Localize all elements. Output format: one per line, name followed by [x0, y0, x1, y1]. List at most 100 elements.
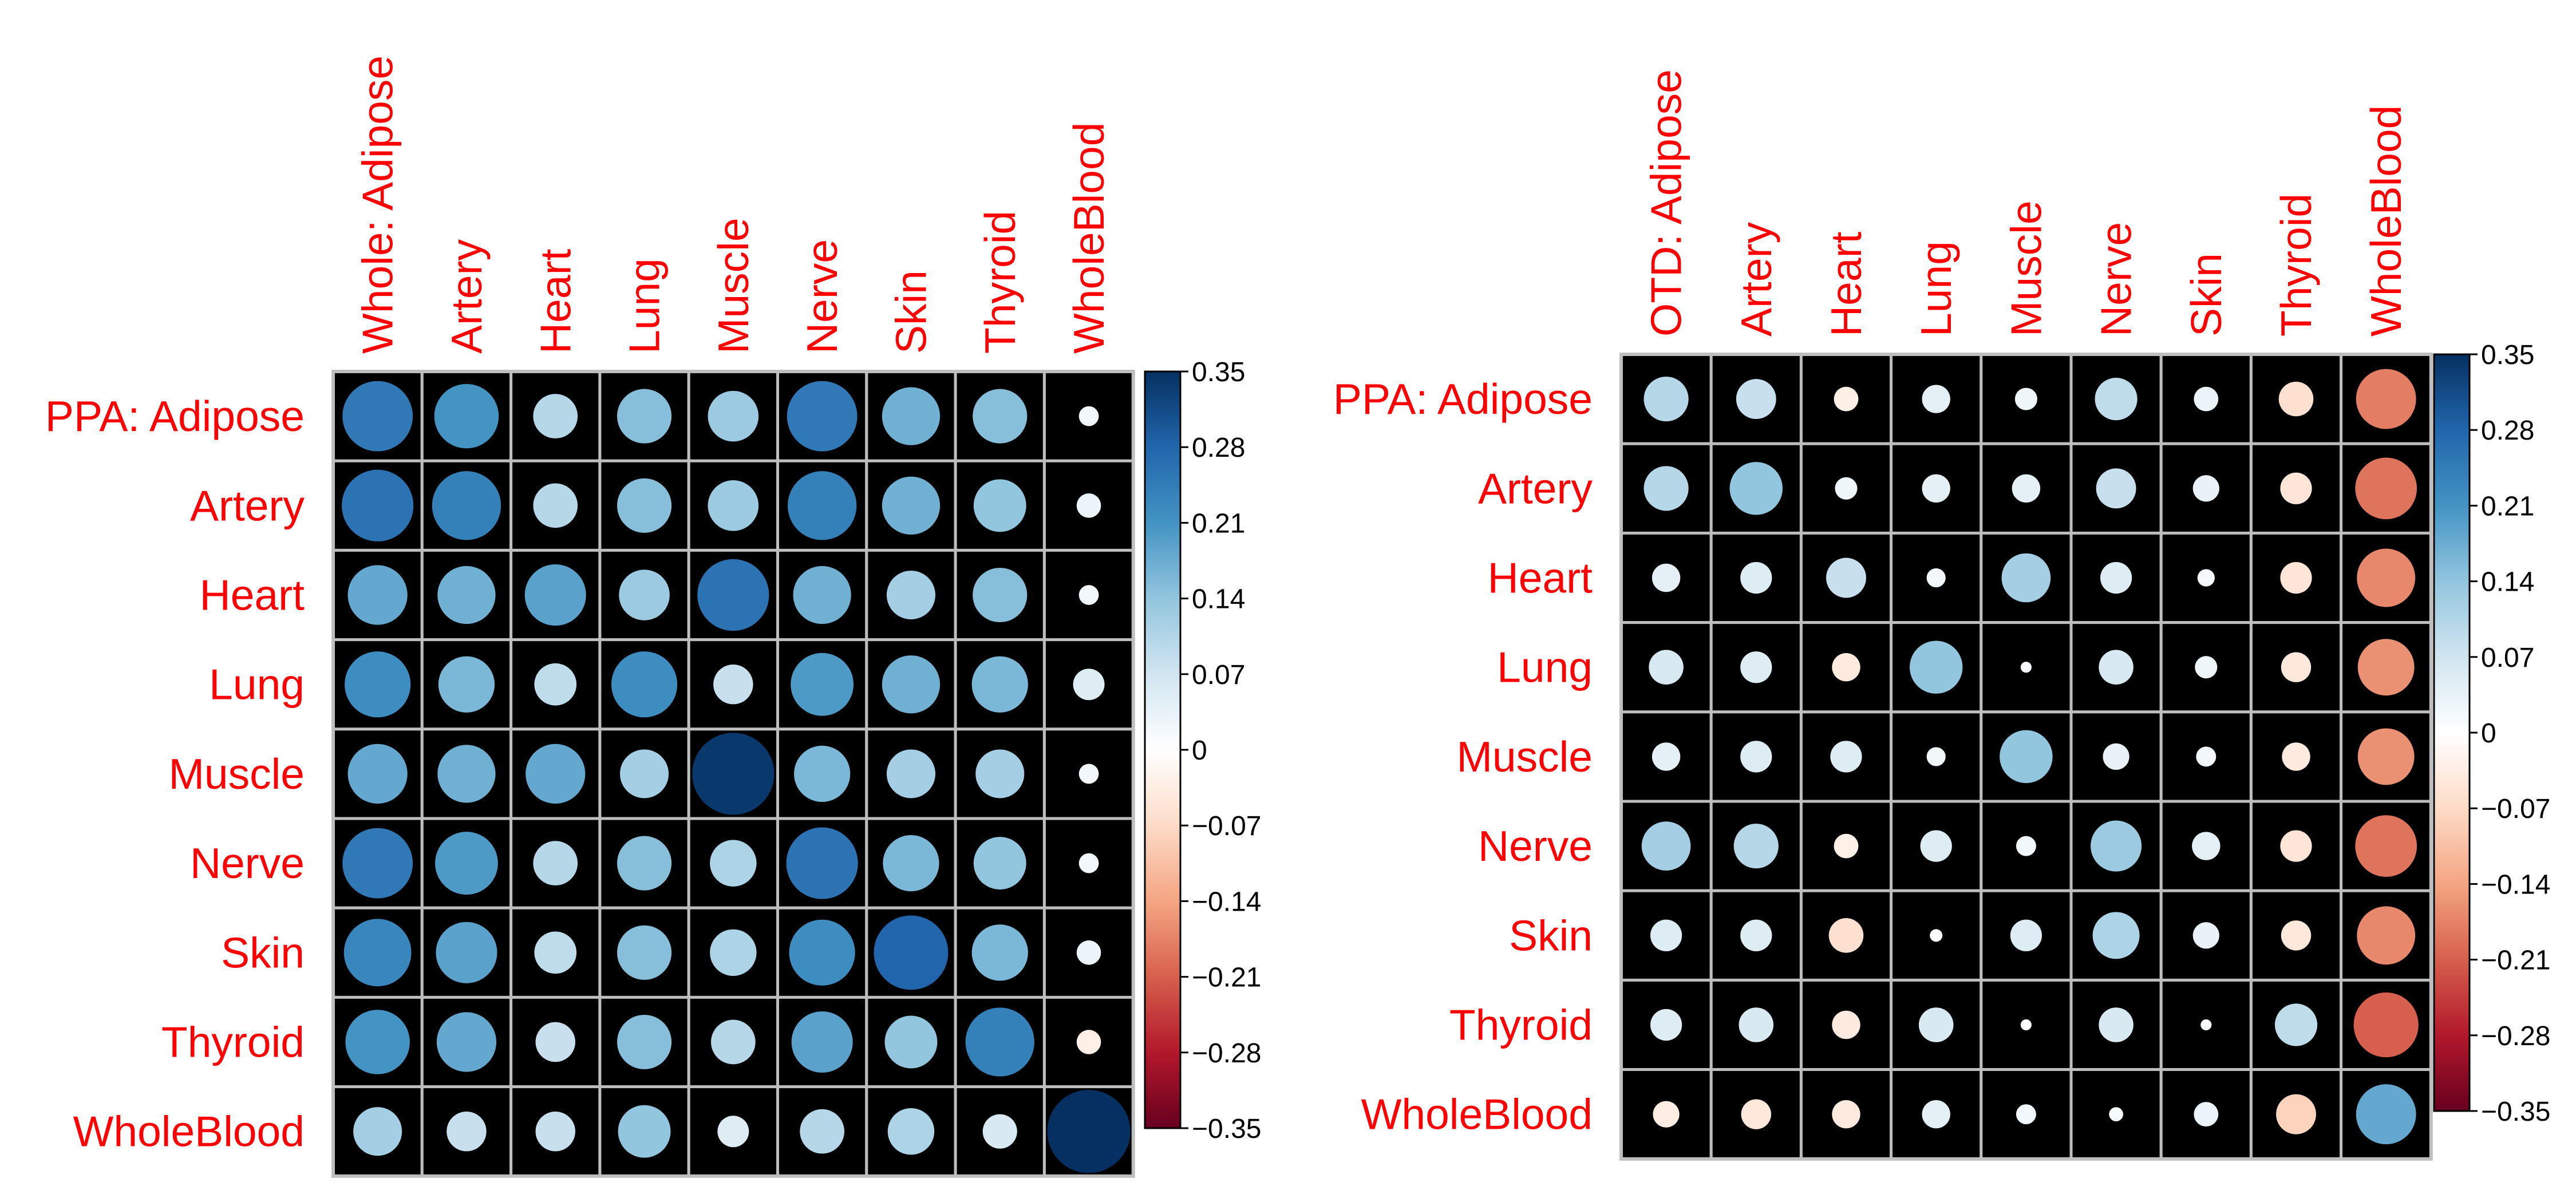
- colorbar-tick-label: 0.21: [2481, 491, 2534, 521]
- correlation-circle: [2109, 1107, 2123, 1122]
- correlation-circle: [2200, 1019, 2212, 1031]
- colorbar-tick-label: −0.07: [1192, 811, 1261, 841]
- column-label: Lung: [1912, 241, 1960, 337]
- correlation-circle: [2099, 1007, 2134, 1042]
- correlation-circle: [973, 479, 1026, 532]
- column-label: Muscle: [709, 218, 757, 354]
- correlation-circle: [2020, 1019, 2032, 1031]
- row-label: Thyroid: [1449, 1001, 1593, 1049]
- correlation-circle: [882, 655, 941, 714]
- correlation-circle: [793, 566, 851, 624]
- correlation-circle: [791, 653, 854, 716]
- correlation-circle: [982, 1114, 1017, 1149]
- correlation-circle: [883, 835, 939, 892]
- correlation-circle: [874, 915, 949, 990]
- row-label: Skin: [1509, 911, 1593, 959]
- correlation-circle: [347, 565, 408, 625]
- heatmap-border: [1619, 353, 2433, 1161]
- colorbar-tick-label: 0.07: [2481, 643, 2534, 673]
- colorbar-tick-label: −0.21: [2481, 946, 2550, 976]
- correlation-circle: [2274, 1003, 2318, 1046]
- correlation-circle: [617, 389, 672, 444]
- correlation-circle: [717, 1116, 749, 1148]
- column-label: Thyroid: [976, 211, 1024, 354]
- row-label: Lung: [1497, 643, 1593, 691]
- column-label: WholeBlood: [2362, 105, 2410, 337]
- row-label: Nerve: [1478, 822, 1593, 870]
- correlation-circle: [2195, 656, 2218, 679]
- correlation-circle: [2096, 468, 2136, 509]
- correlation-circle: [2355, 815, 2417, 877]
- row-label: WholeBlood: [73, 1108, 305, 1156]
- correlation-circle: [1918, 1007, 1954, 1042]
- correlation-circle: [1073, 669, 1105, 701]
- correlation-circle: [347, 744, 408, 804]
- correlation-circle: [526, 744, 586, 804]
- correlation-circle: [342, 381, 413, 452]
- row-label: WholeBlood: [1361, 1090, 1593, 1138]
- correlation-circle: [447, 1111, 487, 1152]
- correlation-circle: [692, 733, 775, 815]
- correlation-circle: [2012, 474, 2041, 503]
- correlation-circle: [617, 836, 672, 891]
- correlation-circle: [1832, 1010, 1860, 1039]
- correlation-circle: [1740, 651, 1772, 683]
- colorbar-tick-label: −0.28: [1192, 1038, 1261, 1069]
- correlation-circle: [1078, 585, 1099, 605]
- correlation-circle: [2103, 743, 2129, 770]
- correlation-circle: [2353, 992, 2419, 1058]
- correlation-circle: [353, 1107, 402, 1156]
- correlation-circle: [1741, 1099, 1772, 1129]
- correlation-circle: [1652, 742, 1681, 771]
- colorbar-tick-label: 0: [1192, 736, 1207, 766]
- correlation-circle: [2194, 1102, 2219, 1127]
- correlation-circle: [786, 827, 858, 899]
- correlation-circle: [436, 1012, 497, 1072]
- correlation-circle: [1729, 462, 1783, 515]
- correlation-circle: [886, 570, 935, 620]
- correlation-circle: [2356, 369, 2416, 429]
- heatmap-cell: [954, 370, 1046, 462]
- colorbar-tick-label: 0.14: [2481, 567, 2534, 598]
- correlation-circle: [1650, 1009, 1682, 1041]
- correlation-circle: [2000, 730, 2053, 784]
- correlation-circle: [787, 471, 857, 540]
- correlation-circle: [882, 476, 941, 535]
- column-label: Heart: [531, 248, 579, 354]
- correlation-circle: [713, 664, 753, 705]
- correlation-circle: [2282, 742, 2310, 771]
- correlation-circle: [1736, 379, 1776, 420]
- correlation-circle: [2192, 832, 2221, 860]
- correlation-circle: [437, 566, 496, 624]
- right-correlation-heatmap: PPA: Adipose Artery Heart Lung Muscle Nerve Sk…: [1333, 69, 2550, 1161]
- colorbar-tick-label: 0.28: [2481, 416, 2534, 446]
- row-label: Nerve: [190, 839, 305, 887]
- correlation-circle: [436, 922, 497, 983]
- column-label: WholeBlood: [1065, 122, 1113, 354]
- correlation-circle: [435, 832, 498, 895]
- correlation-circle: [434, 383, 499, 449]
- correlation-circle: [710, 929, 757, 976]
- colorbar-tick-label: −0.07: [2481, 794, 2550, 824]
- heatmap-cell: [598, 548, 690, 642]
- heatmap-cell: [1799, 710, 1893, 803]
- row-label: Muscle: [168, 750, 305, 798]
- correlation-circle: [1930, 929, 1943, 942]
- correlation-circle: [2196, 746, 2217, 767]
- correlation-circle: [2100, 562, 2132, 594]
- colorbar: [1144, 370, 1182, 1129]
- colorbar-tick-label: 0.07: [1192, 660, 1245, 690]
- correlation-circle: [1078, 764, 1099, 784]
- correlation-circle: [534, 931, 577, 974]
- correlation-circle: [965, 1007, 1034, 1077]
- row-label: Muscle: [1456, 733, 1593, 781]
- correlation-circle: [2020, 662, 2032, 673]
- correlation-circle: [342, 828, 413, 899]
- correlation-circle: [1076, 493, 1101, 518]
- column-label: Artery: [1732, 222, 1780, 337]
- row-label: Lung: [209, 661, 305, 709]
- correlation-circle: [1832, 1100, 1860, 1129]
- correlation-circle: [611, 651, 678, 718]
- correlation-circle: [1650, 919, 1682, 951]
- correlation-circle: [617, 925, 672, 980]
